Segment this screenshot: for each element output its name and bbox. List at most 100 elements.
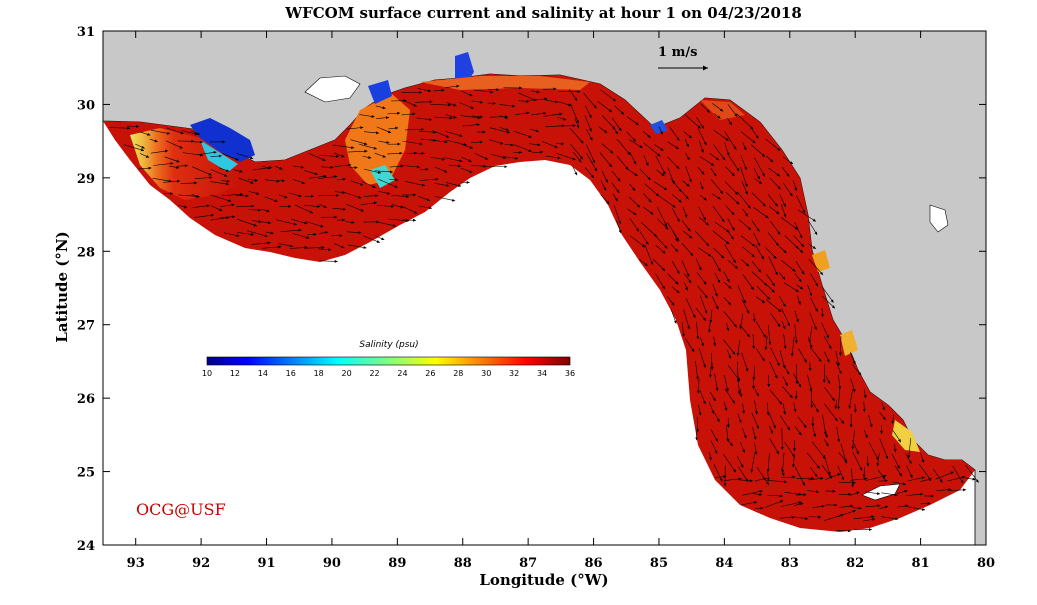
current-vector xyxy=(742,142,747,151)
current-vector xyxy=(700,103,710,113)
current-vector xyxy=(782,363,790,375)
current-vector xyxy=(753,207,769,219)
current-vector xyxy=(793,502,804,506)
current-vector xyxy=(220,203,235,207)
plume-blue xyxy=(190,118,255,162)
current-vector xyxy=(499,104,516,108)
current-vector xyxy=(346,126,364,130)
current-vector xyxy=(794,466,806,486)
current-vector xyxy=(892,430,902,443)
current-vector xyxy=(710,179,724,195)
current-vector xyxy=(780,204,787,218)
current-vector xyxy=(681,191,689,200)
current-vector xyxy=(877,469,886,480)
current-vector xyxy=(684,282,688,291)
current-vector xyxy=(210,205,223,212)
x-tick-label: 92 xyxy=(192,556,210,571)
current-vector xyxy=(474,153,489,160)
current-vector xyxy=(919,464,932,481)
current-vector xyxy=(695,307,707,322)
current-vector xyxy=(629,235,646,248)
current-vector xyxy=(542,141,558,148)
current-vector xyxy=(796,284,804,290)
x-tick-label: 85 xyxy=(650,556,668,571)
current-vector xyxy=(768,167,781,177)
current-vector xyxy=(852,364,862,376)
colorbar xyxy=(206,356,571,366)
current-vector xyxy=(289,245,308,249)
current-vector xyxy=(783,334,787,349)
current-vector xyxy=(742,274,755,291)
current-vector xyxy=(752,426,757,440)
current-vector xyxy=(812,426,817,438)
current-vector xyxy=(713,336,717,347)
current-vector xyxy=(791,453,795,468)
current-vector xyxy=(434,182,450,187)
current-vector xyxy=(319,204,327,209)
current-vector xyxy=(821,286,834,303)
current-vector xyxy=(656,169,665,177)
current-vector xyxy=(572,151,582,163)
current-vector xyxy=(698,140,704,153)
current-vector xyxy=(586,152,598,172)
current-vector xyxy=(811,400,819,413)
watermark: OCG@USF xyxy=(136,500,226,519)
current-vector xyxy=(460,115,481,120)
current-vector xyxy=(783,156,794,165)
current-vector xyxy=(851,468,855,488)
current-vector xyxy=(742,490,763,496)
current-vector xyxy=(727,218,735,231)
current-vector xyxy=(150,149,169,154)
current-vector xyxy=(806,452,821,469)
current-vector xyxy=(446,102,457,107)
current-vector xyxy=(807,336,813,349)
current-vector xyxy=(865,491,881,495)
current-vector xyxy=(644,183,660,197)
current-vector xyxy=(404,127,424,131)
current-vector xyxy=(334,190,346,194)
current-vector xyxy=(363,194,379,198)
current-vector xyxy=(736,113,754,130)
current-vector xyxy=(794,324,798,344)
current-vector xyxy=(681,242,694,257)
current-vector xyxy=(712,103,724,112)
current-vector xyxy=(434,116,453,120)
current-vector xyxy=(738,466,749,483)
current-vector xyxy=(363,168,382,174)
current-vector xyxy=(361,181,376,188)
current-vector xyxy=(499,115,509,119)
current-vector xyxy=(782,403,787,415)
current-vector xyxy=(682,207,688,218)
current-vector xyxy=(584,167,595,179)
current-vector xyxy=(639,168,651,181)
current-vector xyxy=(611,182,620,194)
current-vector xyxy=(280,228,302,232)
current-vector xyxy=(222,192,243,197)
x-axis-label: Longitude (°W) xyxy=(479,571,609,589)
current-vector xyxy=(471,100,483,104)
current-vector xyxy=(782,386,793,399)
current-vector xyxy=(236,153,254,160)
current-vector xyxy=(264,179,280,183)
current-vector xyxy=(711,296,719,310)
y-tick-label: 30 xyxy=(77,98,95,113)
current-vector xyxy=(768,425,774,434)
current-vector xyxy=(499,126,510,131)
x-axis-ticks: 93 92 91 90 89 88 87 86 85 84 83 82 81 80 xyxy=(127,31,995,571)
current-vector xyxy=(879,505,889,509)
current-vector xyxy=(750,144,766,158)
current-vector xyxy=(153,162,174,166)
current-vector xyxy=(417,195,431,202)
current-vector xyxy=(681,322,685,337)
current-vector xyxy=(821,322,830,339)
y-axis-label: Latitude (°N) xyxy=(53,231,71,343)
current-vector xyxy=(740,155,747,171)
current-vector xyxy=(237,232,254,236)
current-vector xyxy=(643,193,652,203)
current-vector xyxy=(905,506,926,511)
current-vector xyxy=(820,308,824,318)
current-vector xyxy=(709,153,720,161)
current-vector xyxy=(713,464,723,482)
current-vector xyxy=(570,143,584,160)
current-vector xyxy=(737,378,741,395)
